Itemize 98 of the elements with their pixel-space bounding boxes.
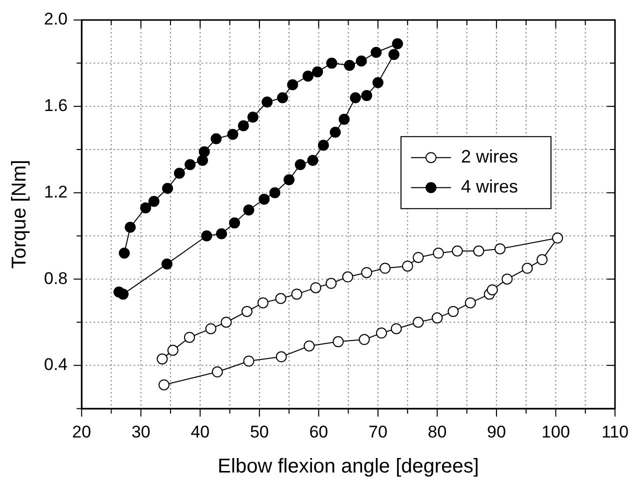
point [310,282,322,294]
point [291,288,302,300]
point [358,334,370,346]
point [376,328,388,339]
point [201,230,212,242]
x-tick-label: 60 [309,422,328,442]
x-tick-label: 70 [368,422,388,442]
point [277,92,288,104]
point [184,159,196,170]
point [276,351,287,362]
point [205,323,216,334]
point [287,79,298,90]
x-axis-title: Elbow flexion angle [degrees] [218,456,479,478]
point [473,246,484,256]
point [432,312,443,324]
y-tick-label: 2.0 [44,10,68,29]
point [350,92,361,104]
x-tick-label: 50 [250,422,269,442]
point [326,58,338,69]
y-tick-label: 1.2 [44,182,68,202]
point [372,77,384,88]
point [167,344,178,356]
point [412,252,424,263]
point [342,271,354,282]
point [158,379,170,390]
point [326,278,337,289]
point [162,182,174,194]
point [210,133,222,144]
x-tick-label: 80 [428,422,447,442]
point [258,194,270,205]
point [198,146,210,158]
point [140,202,152,214]
point [356,56,367,67]
y-axis-title: Torque [Nm] [8,160,31,269]
x-tick-label: 20 [72,422,92,442]
point [402,260,414,272]
legend-label: 4 wires [460,176,518,197]
point [156,353,168,364]
point [118,248,130,259]
point [212,366,223,378]
point [486,284,498,296]
x-tick-label: 30 [131,422,150,442]
point [275,292,286,304]
point [370,46,382,58]
point [344,60,355,71]
point [197,154,208,166]
y-tick-label: 1.6 [44,96,68,116]
point [243,204,254,216]
point [361,90,372,102]
point [332,336,344,348]
point [284,174,295,186]
point [388,49,400,60]
point [118,288,129,300]
point [464,297,476,308]
point [243,356,254,367]
point [220,316,232,328]
point [494,243,506,254]
x-tick-label: 40 [190,422,210,442]
point [161,258,172,270]
x-tick-label: 110 [601,422,629,442]
x-tick-label: 90 [487,422,506,442]
point [452,246,463,256]
point [216,228,227,240]
point [302,70,314,82]
point [307,154,318,166]
point [247,112,258,123]
point [522,262,533,274]
point [361,267,372,278]
point [318,140,329,151]
point [227,128,238,140]
y-tick-label: 0.8 [44,268,68,288]
point [184,332,195,343]
point [257,297,268,308]
x-tick-label: 100 [542,422,570,442]
point [304,340,315,352]
point [390,323,402,334]
point [294,159,306,170]
point [536,254,548,266]
point [124,222,136,233]
point [380,262,391,274]
point [392,38,404,50]
point [330,126,341,138]
point [552,232,564,244]
point [338,114,350,125]
point [148,196,160,207]
point [241,306,252,317]
point [502,274,513,285]
point [238,120,249,132]
point [229,217,240,228]
point [412,316,424,328]
point [174,168,185,179]
legend-label: 2 wires [460,146,518,167]
point [269,187,280,198]
point [262,96,273,108]
y-tick-label: 0.4 [44,355,68,374]
point [432,248,444,259]
point [448,306,459,317]
point [312,66,323,78]
